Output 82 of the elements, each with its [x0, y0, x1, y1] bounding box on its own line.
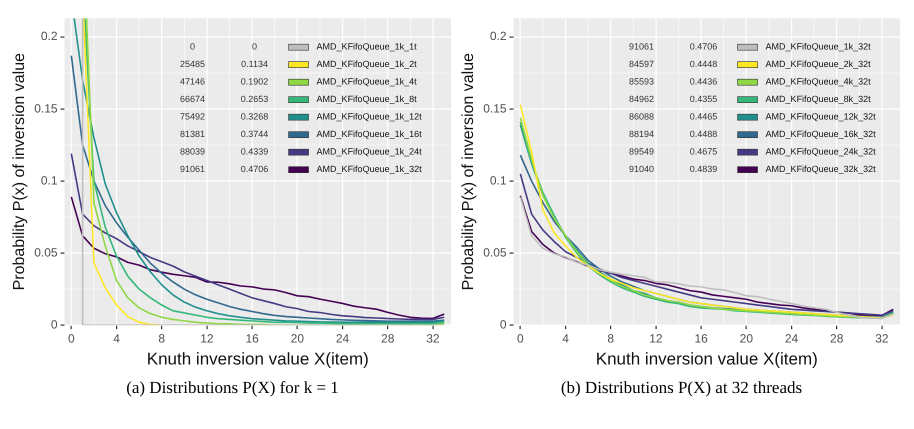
legend-label: AMD_KFifoQueue_2k_32t [766, 59, 872, 70]
legend-label: AMD_KFifoQueue_16k_32t [766, 129, 876, 140]
x-tick-label: 4 [562, 332, 570, 346]
y-tick-label: 0.1 [40, 173, 58, 188]
annotation: 84962 [629, 94, 654, 104]
annotation: 89549 [629, 146, 654, 157]
x-tick-label: 24 [784, 332, 799, 346]
legend-label: AMD_KFifoQueue_32k_32t [766, 164, 876, 174]
annotation: 0.4488 [690, 129, 718, 140]
x-tick-label: 20 [290, 332, 304, 346]
x-tick-label: 28 [830, 332, 844, 346]
annotation: 0.4355 [690, 94, 718, 104]
legend-label: AMD_KFifoQueue_1k_16t [316, 129, 422, 140]
x-tick-label: 12 [200, 332, 214, 346]
annotation: 0.2653 [240, 94, 268, 104]
annotation: 91061 [629, 42, 654, 52]
annotation: 0.1134 [241, 59, 268, 70]
x-tick-label: 16 [694, 332, 708, 346]
annotation: 0.3744 [240, 129, 268, 140]
x-tick-label: 0 [516, 332, 524, 346]
x-tick-label: 32 [875, 332, 889, 346]
annotation: 91061 [180, 164, 206, 174]
y-tick-label: 0 [50, 318, 58, 332]
annotation: 85593 [629, 76, 654, 87]
annotation: 0.4839 [690, 164, 718, 174]
y-tick-label: 0.2 [490, 29, 507, 44]
annotation: 47146 [180, 76, 206, 87]
annotation: 88039 [180, 146, 206, 157]
x-tick-label: 12 [649, 332, 663, 346]
x-tick-label: 28 [381, 332, 395, 346]
legend-label: AMD_KFifoQueue_1k_32t [316, 164, 422, 174]
annotation: 81381 [180, 129, 206, 140]
legend-label: AMD_KFifoQueue_1k_8t [316, 94, 418, 104]
x-tick-label: 8 [158, 332, 166, 346]
annotation: 0.4436 [690, 76, 718, 87]
annotation: 0.4706 [690, 42, 718, 52]
annotation: 91040 [629, 164, 654, 174]
legend-label: AMD_KFifoQueue_8k_32t [766, 94, 872, 104]
x-tick-label: 20 [740, 332, 754, 346]
y-tick-label: 0 [500, 318, 507, 332]
y-tick-label: 0.05 [34, 245, 58, 260]
annotation: 0.4339 [240, 146, 268, 157]
x-axis-title: Knuth inversion value X(item) [146, 349, 369, 368]
annotation: 0.4706 [240, 164, 268, 174]
y-tick-label: 0.05 [483, 245, 507, 260]
annotation: 66674 [180, 94, 206, 104]
legend-label: AMD_KFifoQueue_1k_32t [766, 42, 872, 52]
legend-label: AMD_KFifoQueue_1k_12t [316, 112, 422, 122]
y-axis-title: Probability P(x) of inversion value [11, 52, 28, 290]
x-axis-title: Knuth inversion value X(item) [596, 349, 818, 368]
legend-label: AMD_KFifoQueue_1k_2t [316, 59, 418, 70]
x-tick-label: 8 [607, 332, 614, 346]
annotation: 84597 [629, 59, 654, 70]
legend-label: AMD_KFifoQueue_1k_24t [316, 146, 422, 157]
annotation: 0.3268 [240, 112, 268, 122]
x-tick-label: 16 [245, 332, 260, 346]
legend-label: AMD_KFifoQueue_1k_4t [316, 76, 418, 87]
annotation: 0.4465 [690, 112, 718, 122]
annotation: 0.4675 [690, 146, 718, 157]
annotation: 0 [190, 42, 196, 52]
x-tick-label: 4 [113, 332, 120, 346]
x-tick-label: 24 [336, 332, 350, 346]
y-tick-label: 0.15 [483, 101, 507, 116]
annotation: 0.1902 [240, 76, 268, 87]
y-tick-label: 0.1 [490, 173, 507, 188]
text: (a) Distributions P(X) for k = 1 [125, 378, 340, 398]
legend-label: AMD_KFifoQueue_12k_32t [766, 112, 876, 122]
y-tick-label: 0.15 [34, 101, 58, 116]
legend-label: AMD_KFifoQueue_1k_1t [316, 42, 418, 52]
y-tick-label: 0.2 [40, 29, 58, 44]
annotation: 0.4448 [690, 59, 718, 70]
y-axis-title: Probability P(x) of inversion value [460, 52, 478, 290]
legend-label: AMD_KFifoQueue_4k_32t [766, 76, 872, 87]
annotation: 86088 [629, 112, 654, 122]
x-tick-label: 0 [68, 332, 75, 346]
annotation: 75492 [180, 112, 206, 122]
annotation: 0 [252, 42, 258, 52]
annotation: 25485 [180, 59, 206, 70]
annotation: 88194 [629, 129, 654, 140]
legend-label: AMD_KFifoQueue_24k_32t [766, 146, 876, 157]
text: (b) Distributions P(X) at 32 threads [560, 378, 804, 398]
x-tick-label: 32 [426, 332, 440, 346]
